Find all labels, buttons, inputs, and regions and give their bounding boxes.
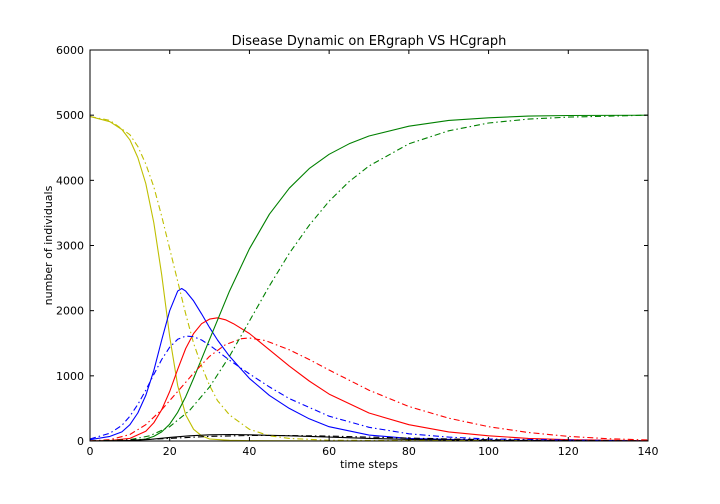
x-tick-label: 140 — [638, 445, 659, 458]
x-tick-label: 0 — [87, 445, 94, 458]
x-tick-label: 120 — [558, 445, 579, 458]
y-tick-label: 6000 — [56, 44, 84, 57]
x-tick-label: 80 — [402, 445, 416, 458]
y-tick-label: 1000 — [56, 370, 84, 383]
series-line-5 — [89, 115, 649, 442]
series-line-1 — [89, 287, 649, 442]
plot-frame — [89, 49, 649, 442]
x-axis-label: time steps — [340, 458, 398, 471]
y-tick-label: 4000 — [56, 174, 84, 187]
series-line-7 — [89, 337, 649, 442]
series-line-6 — [89, 335, 649, 442]
y-axis-label: number of individuals — [42, 185, 55, 305]
y-tick-label: 0 — [77, 435, 84, 448]
chart-title: Disease Dynamic on ERgraph VS HCgraph — [232, 34, 507, 49]
x-tick-label: 60 — [322, 445, 336, 458]
series-line-2 — [89, 317, 649, 442]
plot-lines — [89, 114, 649, 442]
y-tick-label: 5000 — [56, 109, 84, 122]
axis-ticks: 0 20 40 60 80 100 120 140 0 1000 2000 3000 4000 5000 6… — [56, 44, 659, 458]
y-tick-label: 3000 — [56, 240, 84, 253]
y-tick-label: 2000 — [56, 305, 84, 318]
series-line-8 — [89, 114, 649, 442]
series-line-9 — [89, 434, 649, 442]
x-tick-label: 20 — [163, 445, 177, 458]
x-tick-label: 40 — [242, 445, 256, 458]
series-line-0 — [89, 115, 649, 442]
x-tick-label: 100 — [478, 445, 499, 458]
series-line-3 — [89, 114, 649, 442]
